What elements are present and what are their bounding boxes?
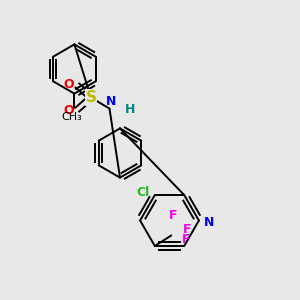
Text: S: S xyxy=(85,90,96,105)
Text: H: H xyxy=(125,103,136,116)
Text: Cl: Cl xyxy=(136,185,149,199)
Text: F: F xyxy=(183,223,192,236)
Text: N: N xyxy=(106,95,116,108)
Text: CH₃: CH₃ xyxy=(61,112,82,122)
Text: O: O xyxy=(64,78,74,91)
Text: F: F xyxy=(169,209,177,222)
Text: O: O xyxy=(64,104,74,117)
Text: F: F xyxy=(182,233,190,247)
Text: N: N xyxy=(203,215,214,229)
